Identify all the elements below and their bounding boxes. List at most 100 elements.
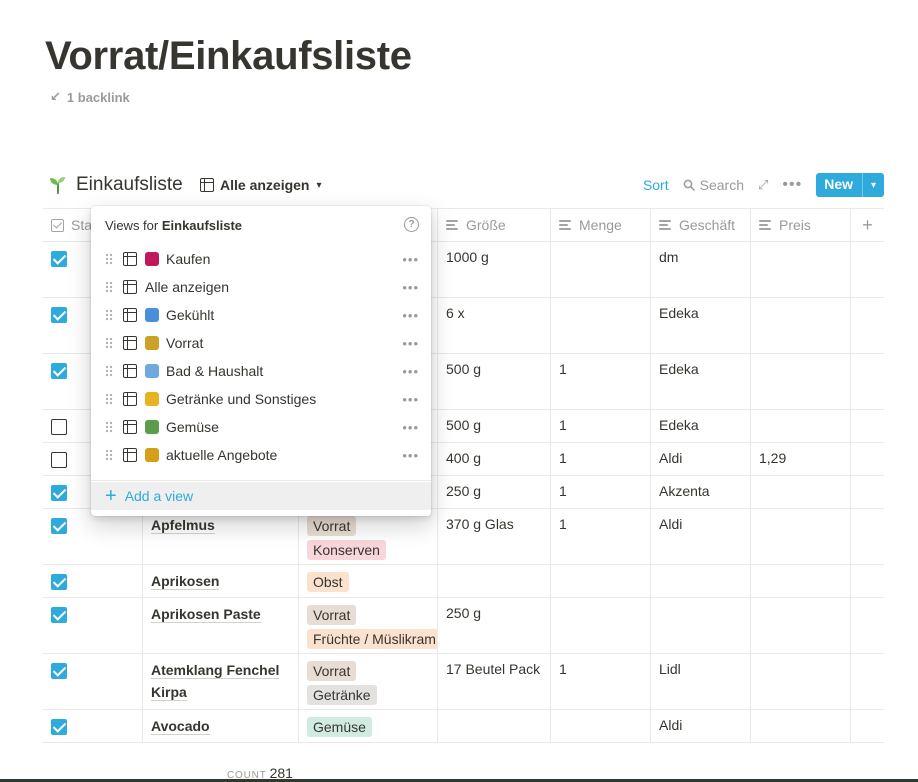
checkbox-unchecked[interactable] bbox=[51, 419, 67, 435]
view-item[interactable]: Kaufen ••• bbox=[91, 245, 431, 273]
column-header-2[interactable] bbox=[299, 209, 438, 241]
table-cell[interactable]: Atemklang Fenchel Kirpa bbox=[143, 654, 299, 709]
table-cell[interactable] bbox=[751, 242, 851, 297]
table-cell[interactable] bbox=[751, 598, 851, 653]
table-row[interactable]: 1000 g dm bbox=[43, 242, 884, 298]
view-item[interactable]: Vorrat ••• bbox=[91, 329, 431, 357]
table-cell[interactable] bbox=[851, 654, 884, 709]
view-item[interactable]: aktuelle Angebote ••• bbox=[91, 441, 431, 469]
table-cell[interactable] bbox=[751, 565, 851, 597]
table-cell[interactable]: 250 g bbox=[438, 598, 551, 653]
column-header-5[interactable]: Geschäft bbox=[651, 209, 751, 241]
table-cell[interactable]: Vorrat Früchte / Müslikram bbox=[299, 598, 438, 653]
table-cell[interactable] bbox=[851, 354, 884, 409]
table-cell[interactable] bbox=[851, 565, 884, 597]
view-item[interactable]: Getränke und Sonstiges ••• bbox=[91, 385, 431, 413]
sort-button[interactable]: Sort bbox=[642, 177, 669, 193]
table-cell[interactable]: 6 x bbox=[438, 298, 551, 353]
table-cell[interactable] bbox=[651, 565, 751, 597]
table-row[interactable]: 500 g 1 Edeka bbox=[43, 410, 884, 443]
table-cell[interactable]: Gemüse bbox=[299, 710, 438, 742]
view-switcher[interactable]: Alle anzeigen ▾ bbox=[200, 177, 322, 193]
table-cell[interactable] bbox=[43, 565, 143, 597]
column-header-6[interactable]: Preis bbox=[751, 209, 851, 241]
drag-handle-icon[interactable] bbox=[105, 281, 113, 293]
table-row[interactable]: Atemklang Fenchel Kirpa Vorrat Getränke 17 … bbox=[43, 654, 884, 710]
table-cell[interactable]: Edeka bbox=[651, 410, 751, 442]
column-header-4[interactable]: Menge bbox=[551, 209, 651, 241]
table-cell[interactable]: Vorrat Getränke bbox=[299, 654, 438, 709]
checkbox-checked[interactable] bbox=[51, 307, 67, 323]
table-cell[interactable] bbox=[751, 410, 851, 442]
more-options-icon[interactable]: ••• bbox=[402, 280, 419, 295]
more-options-icon[interactable]: ••• bbox=[782, 176, 803, 193]
table-cell[interactable] bbox=[551, 598, 651, 653]
table-cell[interactable] bbox=[851, 598, 884, 653]
table-cell[interactable]: 1 bbox=[551, 654, 651, 709]
table-cell[interactable] bbox=[43, 509, 143, 564]
table-cell[interactable]: 1,29 bbox=[751, 443, 851, 475]
table-cell[interactable] bbox=[851, 443, 884, 475]
view-item[interactable]: Bad & Haushalt ••• bbox=[91, 357, 431, 385]
open-as-page-icon[interactable]: ⤢ bbox=[757, 177, 769, 192]
table-cell[interactable] bbox=[438, 565, 551, 597]
more-options-icon[interactable]: ••• bbox=[402, 336, 419, 351]
column-header-7[interactable]: + bbox=[851, 209, 884, 241]
table-row[interactable]: Apfelmus Vorrat Konserven 370 g Glas 1 Aldi bbox=[43, 509, 884, 565]
table-cell[interactable]: Aldi bbox=[651, 509, 751, 564]
table-cell[interactable]: Avocado bbox=[143, 710, 299, 742]
checkbox-checked[interactable] bbox=[51, 663, 67, 679]
table-cell[interactable] bbox=[299, 242, 438, 297]
help-icon[interactable]: ? bbox=[404, 217, 419, 232]
table-cell[interactable]: Aprikosen Paste bbox=[143, 598, 299, 653]
drag-handle-icon[interactable] bbox=[105, 393, 113, 405]
table-cell[interactable] bbox=[551, 565, 651, 597]
drag-handle-icon[interactable] bbox=[105, 337, 113, 349]
backlink[interactable]: ↙ 1 backlink bbox=[50, 89, 130, 105]
table-cell[interactable] bbox=[551, 298, 651, 353]
table-cell[interactable]: 250 g bbox=[438, 476, 551, 508]
table-cell[interactable]: 500 g bbox=[438, 410, 551, 442]
more-options-icon[interactable]: ••• bbox=[402, 448, 419, 463]
table-cell[interactable] bbox=[751, 354, 851, 409]
table-row[interactable]: Aprikosen Obst bbox=[43, 565, 884, 598]
table-cell[interactable]: Aldi bbox=[651, 710, 751, 742]
table-cell[interactable]: 1 bbox=[551, 354, 651, 409]
table-cell[interactable]: 400 g bbox=[438, 443, 551, 475]
table-cell[interactable] bbox=[751, 710, 851, 742]
table-cell[interactable]: 1 bbox=[551, 410, 651, 442]
table-cell[interactable] bbox=[43, 654, 143, 709]
table-cell[interactable]: Edeka bbox=[651, 354, 751, 409]
checkbox-checked[interactable] bbox=[51, 518, 67, 534]
table-cell[interactable] bbox=[651, 598, 751, 653]
table-cell[interactable]: Aprikosen bbox=[143, 565, 299, 597]
table-cell[interactable]: Vorrat Konserven bbox=[299, 509, 438, 564]
table-cell[interactable] bbox=[299, 476, 438, 508]
table-cell[interactable] bbox=[751, 509, 851, 564]
table-row[interactable]: 500 g 1 Edeka bbox=[43, 354, 884, 410]
table-row[interactable]: 250 g 1 Akzenta bbox=[43, 476, 884, 509]
drag-handle-icon[interactable] bbox=[105, 253, 113, 265]
search-button[interactable]: Search bbox=[683, 177, 744, 193]
new-button[interactable]: New ▾ bbox=[816, 173, 884, 197]
table-cell[interactable] bbox=[299, 410, 438, 442]
table-cell[interactable] bbox=[851, 509, 884, 564]
table-cell[interactable]: 1 bbox=[551, 476, 651, 508]
table-cell[interactable] bbox=[851, 476, 884, 508]
table-cell[interactable] bbox=[299, 354, 438, 409]
table-cell[interactable] bbox=[851, 710, 884, 742]
more-options-icon[interactable]: ••• bbox=[402, 308, 419, 323]
more-options-icon[interactable]: ••• bbox=[402, 392, 419, 407]
table-cell[interactable] bbox=[851, 242, 884, 297]
table-cell[interactable] bbox=[751, 476, 851, 508]
more-options-icon[interactable]: ••• bbox=[402, 364, 419, 379]
table-cell[interactable]: Lidl bbox=[651, 654, 751, 709]
checkbox-checked[interactable] bbox=[51, 607, 67, 623]
database-title[interactable]: Einkaufsliste bbox=[48, 174, 183, 196]
view-item[interactable]: Alle anzeigen ••• bbox=[91, 273, 431, 301]
table-cell[interactable] bbox=[551, 710, 651, 742]
table-cell[interactable] bbox=[851, 410, 884, 442]
table-cell[interactable]: 1000 g bbox=[438, 242, 551, 297]
table-cell[interactable]: 1 bbox=[551, 509, 651, 564]
drag-handle-icon[interactable] bbox=[105, 449, 113, 461]
